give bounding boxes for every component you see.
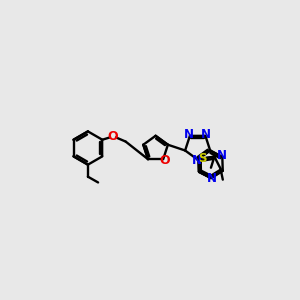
Text: S: S (198, 152, 206, 165)
Text: O: O (159, 154, 170, 167)
Text: N: N (184, 128, 194, 141)
Text: N: N (217, 149, 227, 162)
Text: N: N (207, 172, 217, 184)
Text: O: O (108, 130, 118, 143)
Text: N: N (192, 154, 202, 167)
Text: N: N (200, 128, 210, 141)
